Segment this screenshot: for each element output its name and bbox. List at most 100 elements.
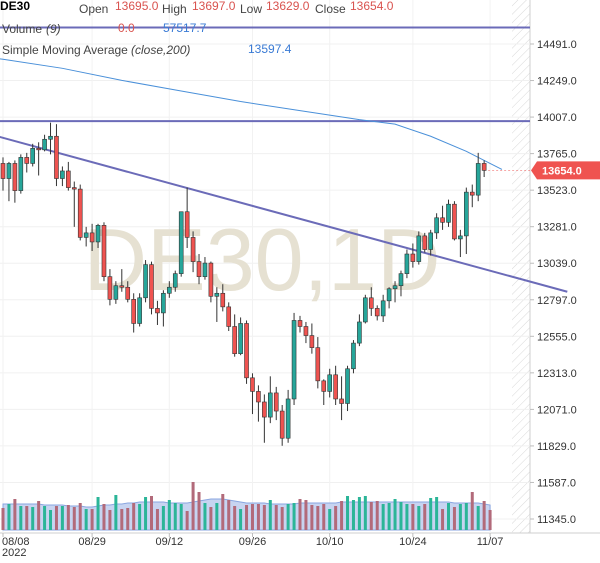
candle-layer [0,122,487,446]
y-tick-label: 11829.0 [537,441,576,453]
volume-bar [215,503,219,530]
candle [119,269,125,292]
candle-body [279,410,285,439]
candle-body [262,401,267,418]
volume-bar [78,503,82,530]
candle [167,281,172,298]
volume-bar [470,492,474,530]
axis-layer: 11345.0 11587.0 11829.0 12071.0 12313.0 12555… [2,39,600,559]
candle [440,205,445,230]
candle [178,211,184,277]
candle-body [386,288,392,302]
candle-body [363,297,368,323]
candle-body [36,148,41,151]
candle [0,157,6,191]
volume-bar [19,506,23,530]
candle-body [101,225,107,277]
volume-bar [411,504,415,530]
volume-bar [304,500,308,530]
volume-bar [458,504,462,530]
volume-bar [60,506,64,530]
volume-bar [191,482,195,530]
volume-bar [203,503,207,530]
volume-bar [340,501,344,530]
volume-bar [49,510,53,530]
candle-body [83,232,89,238]
sma-line [0,58,503,170]
candle [12,160,18,203]
candle-body [42,138,47,151]
candle [226,302,232,332]
candle-body [327,374,333,392]
candle [77,184,83,241]
candle [143,260,148,303]
candle [131,293,136,333]
volume-bar [120,509,124,530]
candle-body [95,225,101,243]
candle-body [446,203,451,223]
volume-bar [274,505,278,530]
candle-body [208,262,214,297]
volume-bar [114,495,118,530]
candle [279,405,285,446]
candle-body [481,163,487,171]
x-tick-label: 10/24 [399,536,427,548]
x-tick-label: 10/10 [316,536,344,548]
candle [6,161,12,202]
candle [95,223,101,248]
candle-body [244,323,249,379]
y-tick-label: 14007.0 [537,112,577,124]
volume-bar [239,509,243,530]
volume-bar [179,504,183,530]
candle [18,154,24,194]
candle [125,281,131,303]
candle [303,321,309,344]
candle-body [190,237,196,262]
candle [137,293,142,327]
volume-bar [280,507,284,530]
candle [172,270,178,292]
candle [54,124,59,187]
volume-bar [102,504,106,530]
candle [368,287,374,316]
candle-body [285,398,291,439]
candle-body [422,235,428,250]
candle-body [184,211,190,238]
candle-body [155,308,160,314]
volume-bar [150,496,153,530]
volume-bar [72,507,76,530]
volume-bar [233,506,237,530]
volume-bar [393,499,397,530]
candle [273,386,279,421]
volume-bar [90,509,94,530]
candle [321,379,327,406]
candle-body [452,203,457,240]
candle [267,376,273,424]
candle [422,232,428,253]
candle-body [202,262,208,277]
candle-body [71,187,77,190]
volume-bar [482,501,486,530]
candle-body [398,273,404,287]
candle [464,187,469,255]
volume-bar [221,494,225,530]
volume-bar [351,500,355,530]
candle-body [167,286,172,294]
candle-body [131,299,136,324]
candle-body [345,368,350,404]
volume-bar [31,507,35,530]
volume-bar [310,505,314,530]
volume-bar [132,503,136,530]
candle-body [48,135,53,140]
volume-bar [25,506,29,530]
volume-bar [155,509,159,530]
volume-bar [322,504,326,530]
candle-body [107,276,113,300]
candle-body [24,157,30,164]
candle [36,142,41,176]
candle-body [380,300,386,317]
x-tick-label: 08/08 [2,536,30,548]
candle [89,223,95,252]
